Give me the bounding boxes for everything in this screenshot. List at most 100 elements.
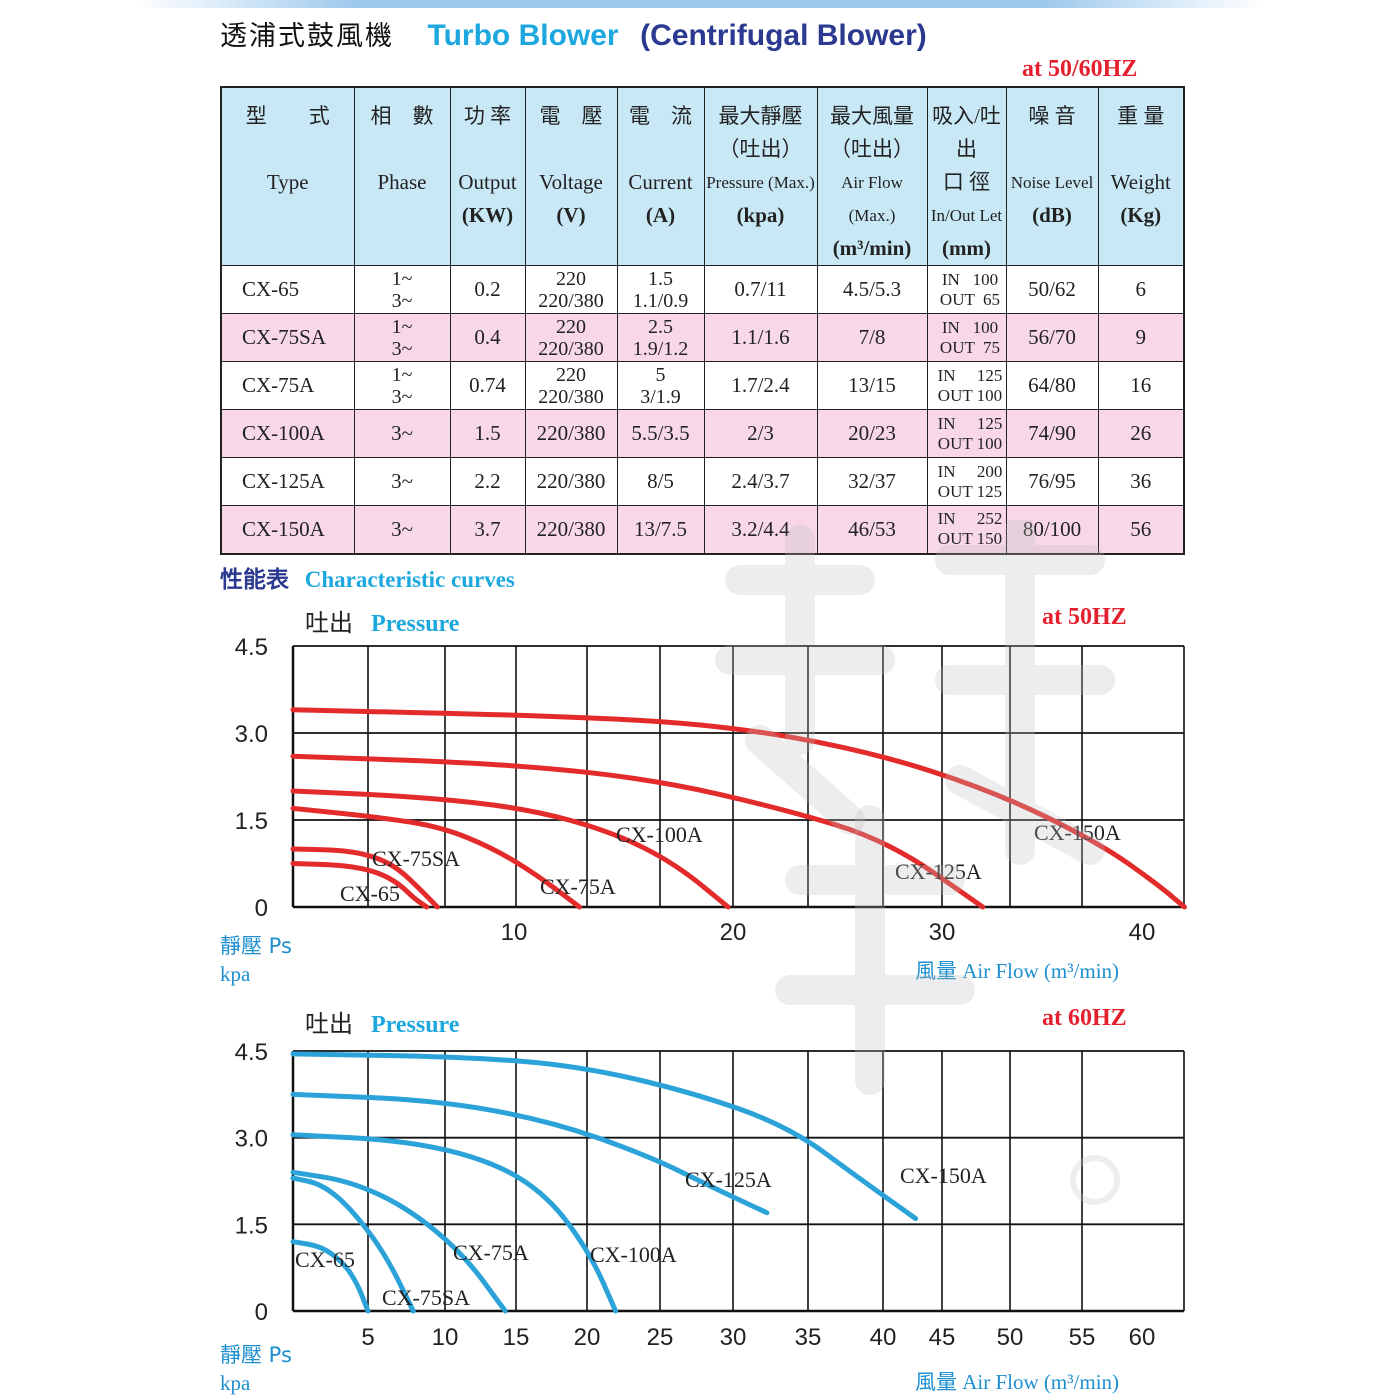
cell-inout-out: OUT 125: [937, 481, 1003, 501]
cell-current: 13/7.5: [616, 505, 705, 554]
curve-cx-75a: [290, 805, 583, 910]
chart1-xlabel-en: Air Flow (m³/min): [962, 959, 1120, 983]
cell-noise: 56/70: [1005, 313, 1099, 362]
header-zh: 最大靜壓: [718, 104, 803, 128]
curve-cx-125a: [290, 753, 986, 910]
series-label: CX-65: [340, 881, 400, 906]
cell-phase-line: 1~: [391, 315, 413, 338]
curve-cx-100a: [290, 1132, 619, 1314]
header-cell: 最大風量 （吐出） Air Flow (Max.) (m³/min): [816, 86, 928, 266]
cell-current: 2.5 1.9/1.2: [616, 313, 705, 362]
header-unit: (KW): [461, 203, 514, 227]
cell-inout-in: IN 100: [941, 317, 999, 337]
curve-cx-100a: [290, 788, 731, 910]
cell-output: 0.4: [449, 313, 526, 362]
header-zh: 相 數: [370, 104, 434, 128]
cell-pressure: 2.4/3.7: [703, 457, 818, 506]
table-row: CX-125A 3~ 2.2 220/380 8/5 2.4/3.7 32/37 IN 200…: [220, 457, 1185, 506]
x-tick-label: 20: [574, 1324, 601, 1351]
header-unit: (V): [556, 203, 586, 227]
cell-inout: IN 100 OUT 65: [926, 265, 1007, 314]
table-body: CX-65 1~ 3~ 0.2 220 220/380 1.5 1.1/0.9 0.7/11 4.…: [220, 265, 1185, 554]
x-tick-label: 35: [795, 1324, 822, 1351]
table-row: CX-65 1~ 3~ 0.2 220 220/380 1.5 1.1/0.9 0.7/11 4.…: [220, 265, 1185, 314]
cell-voltage-line: 220: [556, 267, 586, 290]
cell-noise: 76/95: [1005, 457, 1099, 506]
x-tick-label: 10: [501, 919, 528, 946]
header-en: Noise Level: [1010, 173, 1094, 192]
cell-voltage-line: 220/380: [538, 337, 604, 360]
curve-cx-150a: [290, 1051, 919, 1222]
cell-current: 1.5 1.1/0.9: [616, 265, 705, 314]
y-tick-label: 4.5: [235, 1039, 268, 1066]
curve-cx-65: [290, 861, 430, 910]
header-zh: 最大風量: [830, 104, 914, 128]
cell-voltage: 220 220/380: [524, 265, 618, 314]
cell-inout-in: IN 125: [937, 413, 1003, 433]
header-unit: (kpa): [736, 203, 785, 227]
chart2-ylabel-zh: 靜壓 Ps: [220, 1343, 292, 1367]
cell-phase-line: 1~: [391, 267, 413, 290]
chart2-title-en: Pressure: [371, 1012, 460, 1038]
cell-pressure: 3.2/4.4: [703, 505, 818, 554]
cell-type: CX-75A: [220, 361, 355, 410]
chart1-ylabel-unit: kpa: [220, 962, 251, 986]
header-zh: 電 壓: [539, 104, 603, 128]
cell-inout-in: IN 125: [937, 365, 1003, 385]
header-zh: 電 流: [629, 104, 692, 128]
x-tick-label: 45: [929, 1324, 956, 1351]
chart1-ylabel: 靜壓 Ps kpa: [220, 932, 292, 988]
cell-pressure: 0.7/11: [703, 265, 818, 314]
section-title: 性能表 Characteristic curves: [220, 560, 515, 594]
title-en: Turbo Blower: [427, 19, 619, 52]
chart1-frequency: at 50HZ: [1042, 604, 1127, 630]
cell-airflow: 20/23: [816, 409, 928, 458]
header-zh: 吸入/吐出: [932, 104, 1001, 161]
cell-inout-out: OUT 100: [937, 433, 1003, 453]
cell-voltage-line: 220: [556, 363, 586, 386]
cell-current-line: 1.5: [648, 267, 673, 290]
cell-phase: 1~ 3~: [353, 265, 451, 314]
cell-current-line: 2.5: [648, 315, 673, 338]
cell-phase-line: 3~: [391, 289, 413, 312]
cell-current-line: 3/1.9: [640, 385, 681, 408]
chart1-title-en: Pressure: [371, 611, 460, 637]
cell-current-line: 1.9/1.2: [632, 337, 689, 360]
cell-airflow: 7/8: [816, 313, 928, 362]
cell-phase-line: 3~: [391, 385, 413, 408]
cell-type: CX-75SA: [220, 313, 355, 362]
cell-inout-in: IN 252: [937, 509, 1003, 529]
cell-voltage: 220/380: [524, 457, 618, 506]
header-zh: 功 率: [463, 104, 512, 128]
header-unit: (A): [645, 203, 676, 227]
x-tick-label: 30: [929, 919, 956, 946]
header-zh2: （吐出）: [718, 137, 803, 161]
cell-current-line: 5: [655, 363, 666, 386]
header-en: Weight: [1110, 170, 1171, 194]
series-label: CX-75SA: [382, 1285, 470, 1310]
curve-cx-65: [290, 1239, 371, 1314]
header-en: Pressure (Max.): [706, 173, 815, 192]
cell-current: 5 3/1.9: [616, 361, 705, 410]
cell-output: 0.2: [449, 265, 526, 314]
chart2-frequency: at 60HZ: [1042, 1005, 1127, 1031]
section-title-en: Characteristic curves: [304, 567, 515, 592]
x-tick-label: 50: [997, 1324, 1024, 1351]
cell-type: CX-65: [220, 265, 355, 314]
cell-voltage: 220/380: [524, 505, 618, 554]
header-en: Air Flow (Max.): [841, 173, 903, 225]
header-unit: (Kg): [1120, 203, 1162, 227]
cell-inout-out: OUT 150: [937, 529, 1003, 549]
cell-phase-line: 1~: [391, 363, 413, 386]
title-zh: 透浦式鼓風機: [220, 21, 394, 52]
header-zh: 噪 音: [1028, 104, 1076, 128]
cell-inout-in: IN 100: [941, 269, 999, 289]
chart1-title-zh: 吐出: [305, 609, 353, 637]
header-cell: 吸入/吐出口 徑 In/Out Let (mm): [926, 86, 1007, 266]
cell-voltage-line: 220/380: [538, 385, 604, 408]
header-cell: 電 流 Current (A): [616, 86, 705, 266]
table-frequency: at 50/60HZ: [1022, 56, 1138, 82]
table-row: CX-75SA 1~ 3~ 0.4 220 220/380 2.5 1.9/1.2 1.1/1.…: [220, 313, 1185, 362]
